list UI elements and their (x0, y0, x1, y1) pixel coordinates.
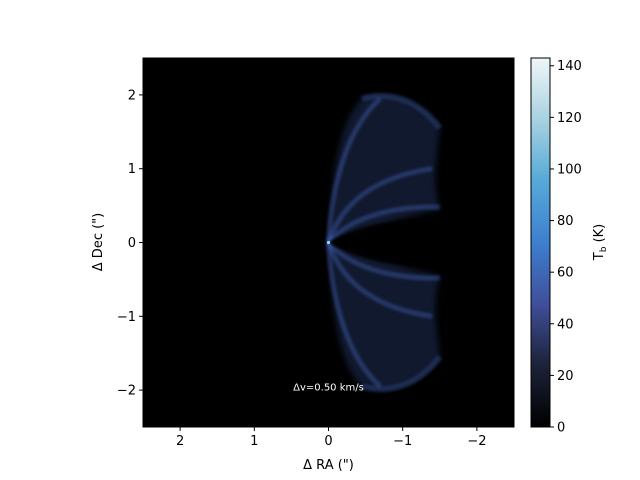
x-axis: 2 1 0 −1 −2 (176, 427, 486, 449)
y-tick-label: 0 (128, 236, 136, 251)
lower-rim (361, 355, 443, 393)
colorbar-tick-label: 80 (557, 214, 574, 229)
y-tick-label: −2 (117, 384, 136, 399)
y-tick-label: 1 (128, 162, 136, 177)
y-axis: 2 1 0 −1 −2 (117, 88, 143, 399)
colorbar: 0 20 40 60 80 100 120 140 Tb (K) (530, 57, 609, 436)
y-tick-label: 2 (128, 88, 136, 103)
colorbar-gradient (530, 57, 551, 428)
colorbar-tick-label: 120 (557, 111, 582, 126)
colorbar-tick-label: 140 (557, 59, 582, 74)
lower-arc (326, 242, 383, 389)
emission-pattern (326, 92, 444, 393)
colorbar-label-base: T (592, 252, 607, 261)
x-tick-label: −1 (393, 434, 412, 449)
channel-map (142, 57, 515, 428)
y-axis-label: Δ Dec (") (91, 213, 106, 271)
colorbar-tick-label: 20 (557, 369, 574, 384)
velocity-annotation: Δv=0.50 km/s (293, 382, 364, 393)
colorbar-label: Tb (K) (592, 224, 609, 261)
colorbar-label-unit: (K) (592, 224, 607, 247)
x-tick-label: 1 (250, 434, 258, 449)
central-cavity (328, 219, 444, 266)
x-tick-label: 2 (176, 434, 184, 449)
upper-arc (326, 204, 440, 245)
upper-arc (326, 166, 433, 244)
colorbar-ticks: 0 20 40 60 80 100 120 140 (550, 59, 582, 436)
colorbar-label-sub: b (599, 246, 609, 252)
colorbar-tick-label: 40 (557, 317, 574, 332)
upper-rim (361, 92, 443, 130)
x-tick-label: −2 (467, 434, 486, 449)
colorbar-tick-label: 100 (557, 162, 582, 177)
colorbar-tick-label: 0 (557, 421, 565, 436)
central-source (326, 240, 331, 245)
lower-arc (326, 241, 433, 319)
upper-arc (326, 96, 383, 243)
x-axis-label: Δ RA (") (303, 458, 354, 473)
colorbar-tick-label: 60 (557, 266, 574, 281)
x-tick-label: 0 (324, 434, 332, 449)
y-tick-label: −1 (117, 310, 136, 325)
lower-arc (326, 240, 440, 281)
